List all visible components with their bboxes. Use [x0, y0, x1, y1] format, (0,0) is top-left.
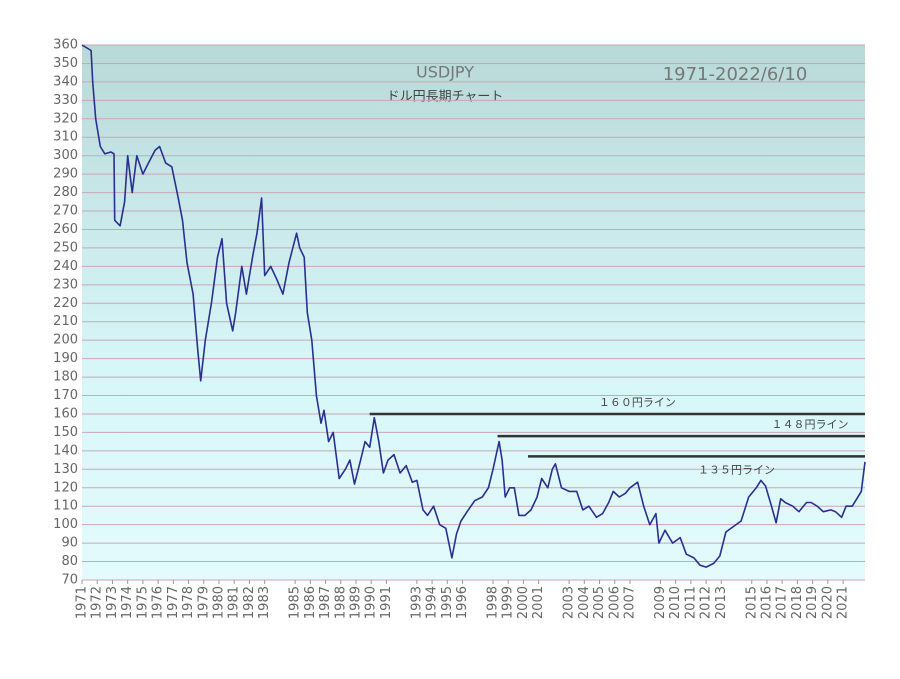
y-tick-label: 170 [53, 388, 78, 403]
y-tick-label: 200 [53, 333, 78, 348]
x-tick-label: 2012 [699, 586, 714, 619]
y-tick-label: 80 [61, 554, 78, 569]
x-tick-label: 2004 [577, 586, 592, 619]
x-tick-label: 2006 [607, 586, 622, 619]
x-tick-label: 2017 [775, 586, 790, 619]
x-tick-label: 2019 [805, 586, 820, 619]
y-tick-label: 360 [53, 38, 78, 53]
y-tick-label: 300 [53, 148, 78, 163]
y-tick-label: 260 [53, 222, 78, 237]
y-tick-label: 210 [53, 314, 78, 329]
x-tick-label: 1996 [455, 586, 470, 619]
y-tick-label: 90 [61, 536, 78, 551]
x-tick-label: 2005 [592, 586, 607, 619]
price-line [81, 44, 866, 568]
y-tick-label: 310 [53, 130, 78, 145]
chart-subtitle: ドル円長期チャート [387, 90, 504, 105]
x-tick-label: 2000 [516, 586, 531, 619]
x-tick-label: 1978 [181, 586, 196, 619]
x-tick-label: 1999 [501, 586, 516, 619]
x-tick-label: 1990 [364, 586, 379, 619]
y-tick-label: 140 [53, 443, 78, 458]
x-tick-label: 1989 [348, 586, 363, 619]
plot-area [82, 45, 865, 580]
x-tick-label: 1983 [257, 586, 272, 619]
x-tick-label: 2013 [714, 586, 729, 619]
x-tick-label: 2010 [668, 586, 683, 619]
x-tick-label: 1994 [425, 586, 440, 619]
y-tick-label: 160 [53, 406, 78, 421]
x-tick-label: 2020 [820, 586, 835, 619]
x-tick-label: 1976 [151, 586, 166, 619]
y-tick-label: 120 [53, 480, 78, 495]
reference-label: １４８円ライン [772, 418, 849, 431]
x-tick-label: 1977 [166, 586, 181, 619]
x-tick-label: 1980 [211, 586, 226, 619]
y-tick-label: 330 [53, 93, 78, 108]
x-tick-label: 2007 [622, 586, 637, 619]
y-tick-label: 110 [53, 499, 78, 514]
y-tick-label: 190 [53, 351, 78, 366]
y-tick-label: 240 [53, 259, 78, 274]
x-tick-label: 1987 [318, 586, 333, 619]
y-tick-label: 250 [53, 240, 78, 255]
y-tick-label: 70 [61, 573, 78, 588]
x-tick-label: 2003 [562, 586, 577, 619]
x-tick-label: 2018 [790, 586, 805, 619]
y-tick-label: 270 [53, 204, 78, 219]
x-tick-label: 1972 [90, 586, 105, 619]
x-tick-label: 2009 [653, 586, 668, 619]
y-tick-label: 230 [53, 277, 78, 292]
x-tick-label: 1971 [75, 586, 90, 619]
x-tick-label: 2001 [531, 586, 546, 619]
x-tick-label: 1993 [409, 586, 424, 619]
x-tick-label: 1991 [379, 586, 394, 619]
y-tick-label: 150 [53, 425, 78, 440]
x-tick-label: 1981 [227, 586, 242, 619]
y-tick-label: 320 [53, 111, 78, 126]
x-tick-label: 1988 [333, 586, 348, 619]
x-tick-label: 1986 [303, 586, 318, 619]
x-tick-label: 1995 [440, 586, 455, 619]
reference-label: １３５円ライン [698, 463, 775, 476]
x-tick-label: 1974 [120, 586, 135, 619]
y-tick-label: 280 [53, 185, 78, 200]
x-tick-label: 2016 [759, 586, 774, 619]
x-tick-label: 1998 [485, 586, 500, 619]
y-tick-label: 220 [53, 296, 78, 311]
x-tick-label: 2015 [744, 586, 759, 619]
y-tick-label: 100 [53, 517, 78, 532]
y-tick-label: 130 [53, 462, 78, 477]
chart-title: USDJPY [416, 63, 474, 82]
y-tick-label: 340 [53, 74, 78, 89]
x-tick-label: 1985 [288, 586, 303, 619]
x-tick-label: 2021 [836, 586, 851, 619]
y-tick-label: 180 [53, 370, 78, 385]
x-tick-label: 1975 [135, 586, 150, 619]
reference-label: １６０円ライン [599, 396, 676, 409]
x-tick-label: 2011 [683, 586, 698, 619]
y-tick-label: 350 [53, 56, 78, 71]
x-tick-label: 1982 [242, 586, 257, 619]
x-tick-label: 1979 [196, 586, 211, 619]
date-annotation: 1971-2022/6/10 [663, 64, 808, 85]
x-tick-label: 1973 [105, 586, 120, 619]
y-tick-label: 290 [53, 167, 78, 182]
